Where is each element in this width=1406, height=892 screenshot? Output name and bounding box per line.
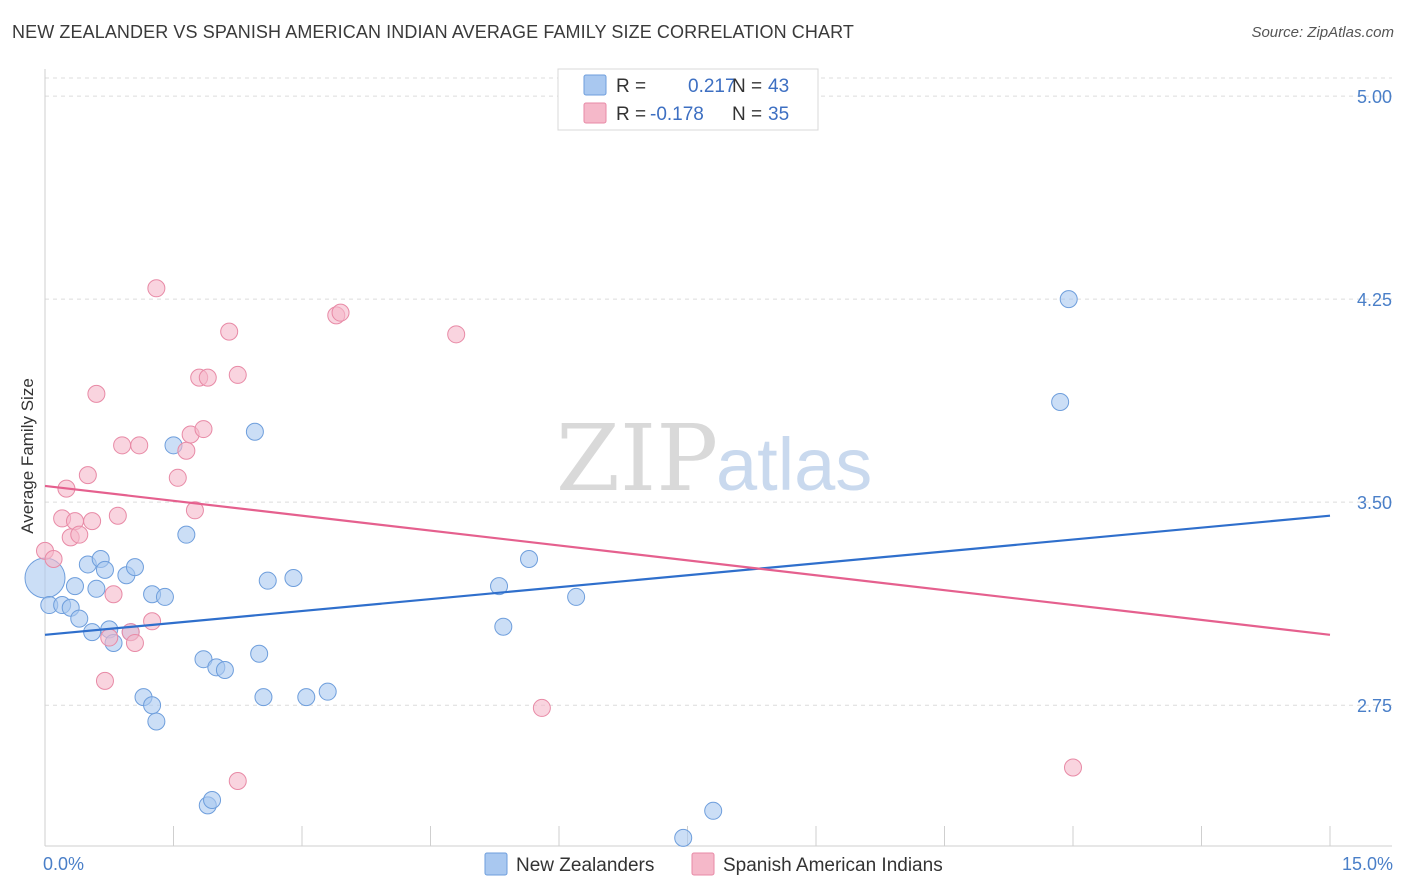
y-axis-label: Average Family Size <box>18 378 37 534</box>
legend-r-label-1: R = <box>616 104 646 125</box>
sai-point-18 <box>143 612 162 631</box>
nz-point-27 <box>245 422 264 441</box>
watermark-atlas: atlas <box>716 423 872 506</box>
nz-point-7 <box>83 623 102 642</box>
legend-r-value-1: -0.178 <box>650 104 704 125</box>
nz-point-40 <box>1051 393 1070 411</box>
sai-point-29 <box>228 772 247 791</box>
nz-point-19 <box>155 587 174 606</box>
y-tick-labels: 2.75 3.50 4.25 5.00 <box>1357 87 1392 716</box>
nz-point-4 <box>65 577 84 596</box>
legend-n-value-0: 43 <box>768 76 789 97</box>
bottom-legend-label-spanish-american-indians: Spanish American Indians <box>723 855 943 876</box>
sai-point-27 <box>220 322 239 341</box>
sai-point-7 <box>78 466 97 485</box>
bottom-legend-label-new-zealanders: New Zealanders <box>516 855 654 876</box>
sai-point-34 <box>1064 758 1082 777</box>
nz-point-10 <box>95 560 114 579</box>
nz-point-22 <box>194 650 213 669</box>
nz-point-34 <box>490 577 509 596</box>
sai-point-20 <box>168 468 187 487</box>
x-tick-labels: 0.0% 15.0% <box>43 854 1393 874</box>
nz-point-41 <box>1059 290 1078 309</box>
nz-point-38 <box>704 801 723 820</box>
nz-point-5 <box>70 609 89 628</box>
sai-point-12 <box>104 585 123 604</box>
nz-point-37 <box>567 587 586 606</box>
y-tick-label-0: 2.75 <box>1357 696 1392 716</box>
x-tick-label-0: 0.0% <box>43 854 84 874</box>
sai-point-16 <box>125 633 144 652</box>
sai-point-25 <box>194 420 213 439</box>
nz-point-35 <box>494 617 513 636</box>
nz-point-24 <box>203 790 222 809</box>
bottom-legend: New Zealanders Spanish American Indians <box>484 852 943 876</box>
nz-point-18 <box>147 712 166 731</box>
y-tick-label-2: 4.25 <box>1357 290 1392 310</box>
axes <box>44 69 1392 847</box>
sai-trend-line <box>44 484 1331 636</box>
watermark: ZIP atlas <box>556 405 872 512</box>
nz-point-8 <box>87 579 106 598</box>
nz-point-31 <box>284 568 303 587</box>
sai-point-8 <box>83 512 102 531</box>
sai-point-13 <box>108 506 127 525</box>
sai-point-1 <box>44 550 63 569</box>
sai-point-23 <box>185 501 204 520</box>
sai-point-11 <box>100 628 119 647</box>
nz-point-26 <box>215 661 234 680</box>
legend-n-label-0: N = <box>732 76 762 97</box>
chart-title: NEW ZEALANDER VS SPANISH AMERICAN INDIAN… <box>12 22 854 42</box>
sai-point-26 <box>198 368 217 387</box>
sai-point-28 <box>228 365 247 384</box>
nz-point-30 <box>258 571 277 590</box>
watermark-zip: ZIP <box>556 405 718 512</box>
nz-point-33 <box>318 682 337 701</box>
bottom-legend-swatch-spanish-american-indians <box>691 852 715 876</box>
nz-trend-line <box>44 514 1331 636</box>
nz-point-39 <box>674 828 693 847</box>
nz-point-42 <box>143 696 162 715</box>
sai-point-31 <box>331 303 350 322</box>
nz-point-21 <box>177 525 196 544</box>
x-tick-label-1: 15.0% <box>1342 854 1393 874</box>
bottom-legend-swatch-new-zealanders <box>484 852 508 876</box>
nz-point-32 <box>297 688 316 707</box>
sai-point-9 <box>87 384 106 403</box>
legend-swatch-spanish-american-indians <box>583 102 607 124</box>
nz-point-29 <box>254 688 273 707</box>
y-tick-label-3: 5.00 <box>1357 87 1392 107</box>
grid-lines <box>45 77 1392 706</box>
trend-lines <box>44 484 1331 636</box>
sai-point-19 <box>147 279 166 298</box>
nz-point-15 <box>125 558 144 577</box>
nz-point-36 <box>520 550 539 569</box>
sai-point-21 <box>177 441 196 460</box>
legend-r-value-0: 0.217 <box>688 76 736 97</box>
data-points <box>24 279 1082 847</box>
sai-point-33 <box>532 698 551 717</box>
sai-point-32 <box>447 325 466 344</box>
legend-box: R = 0.217 N = 43 R = -0.178 N = 35 <box>557 68 819 131</box>
sai-point-10 <box>95 671 114 690</box>
legend-n-label-1: N = <box>732 104 762 125</box>
sai-point-14 <box>113 436 132 455</box>
legend-n-value-1: 35 <box>768 104 789 125</box>
source-label: Source: ZipAtlas.com <box>1251 24 1394 41</box>
sai-point-17 <box>130 436 149 455</box>
legend-r-label-0: R = <box>616 76 646 97</box>
nz-point-28 <box>250 644 269 663</box>
legend-swatch-new-zealanders <box>583 74 607 96</box>
y-tick-label-1: 3.50 <box>1357 493 1392 513</box>
sai-point-6 <box>70 525 89 544</box>
